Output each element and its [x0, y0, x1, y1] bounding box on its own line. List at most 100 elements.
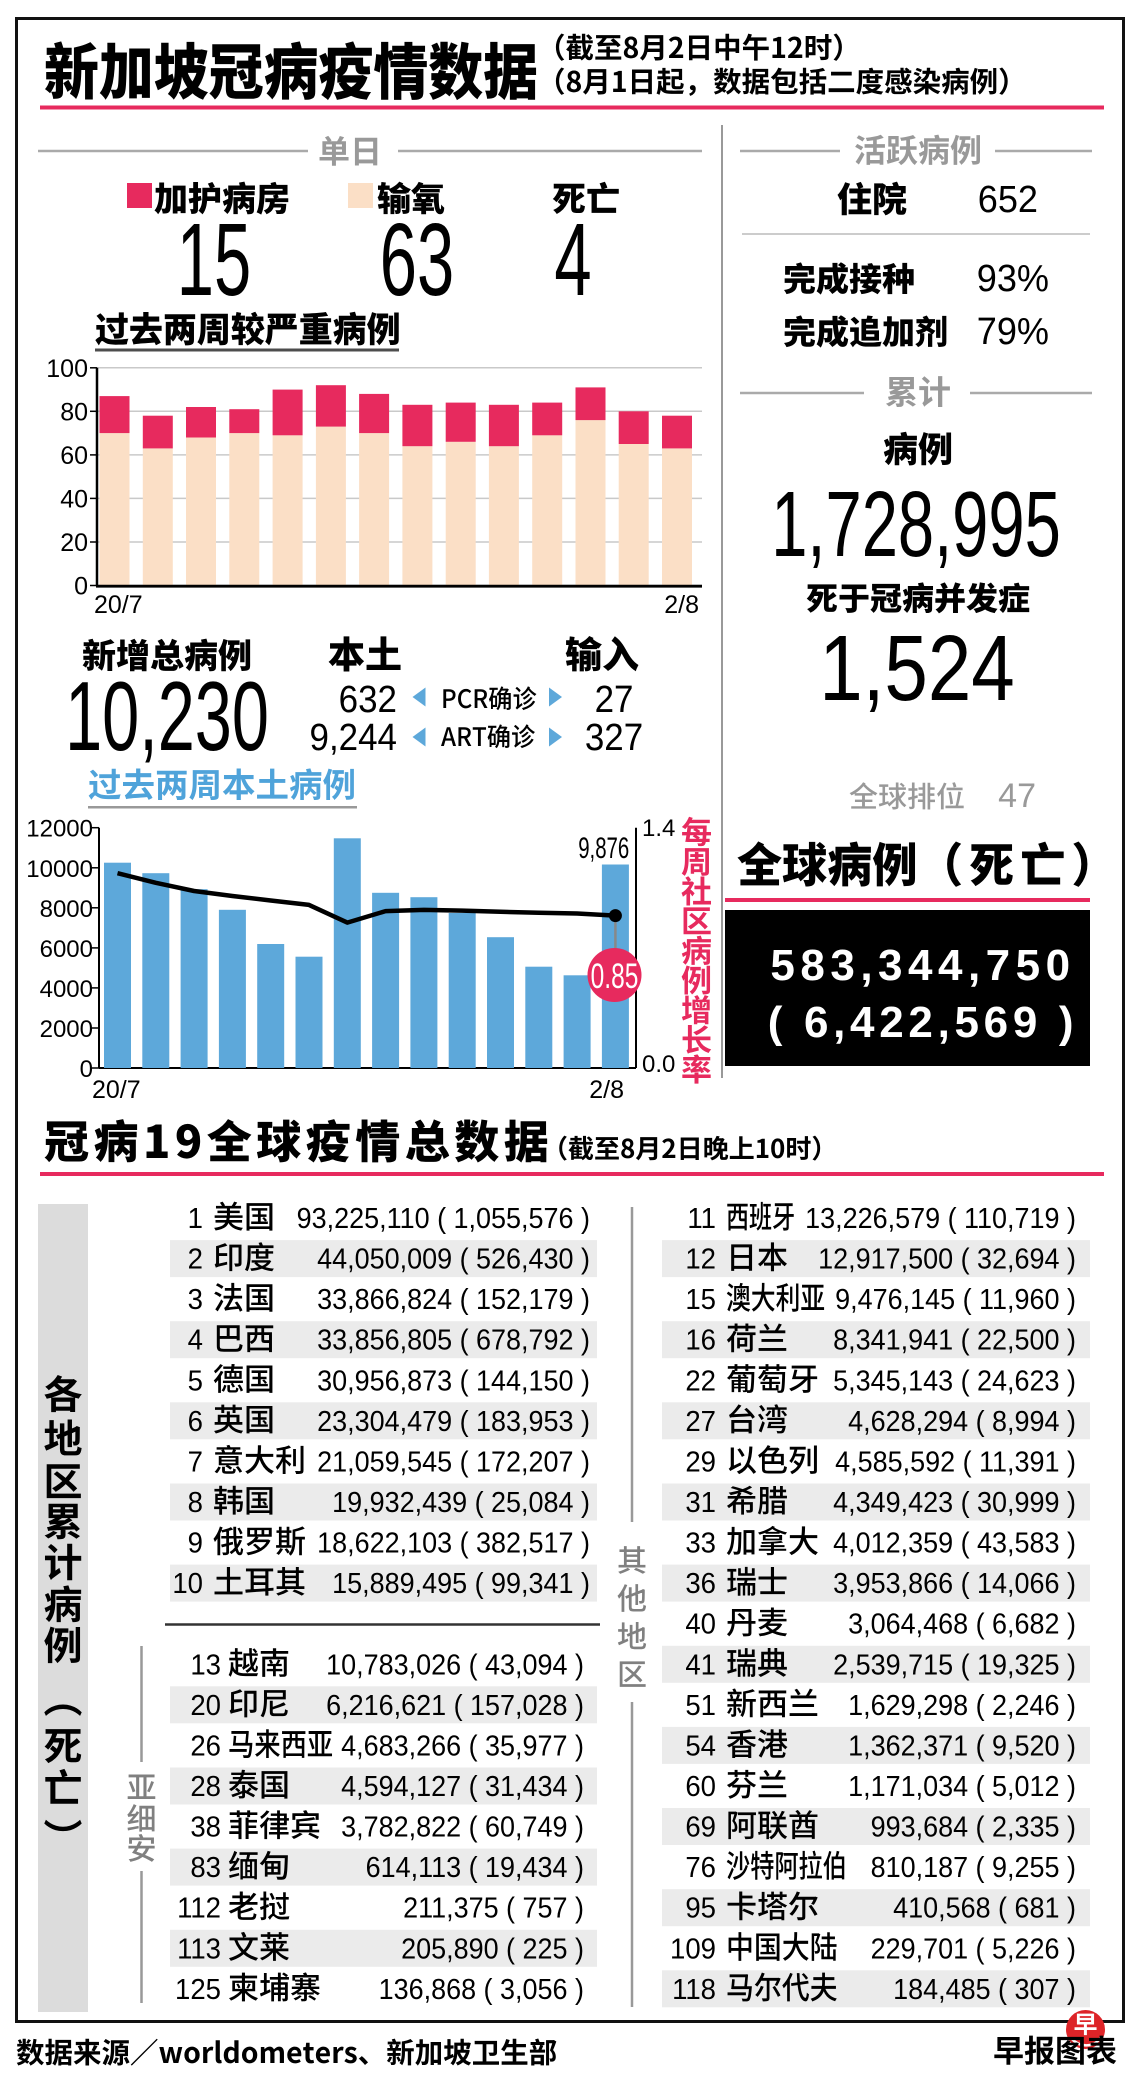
svg-text:4: 4: [554, 203, 591, 318]
svg-text:15: 15: [177, 203, 251, 318]
svg-text:19,932,439 ( 25,084 ): 19,932,439 ( 25,084 ): [332, 1486, 590, 1518]
svg-text:4,628,294 ( 8,994 ): 4,628,294 ( 8,994 ): [848, 1405, 1076, 1437]
svg-text:54: 54: [685, 1729, 716, 1762]
svg-text:9: 9: [188, 1526, 203, 1559]
svg-text:18,622,103 ( 382,517 ): 18,622,103 ( 382,517 ): [317, 1527, 590, 1559]
svg-text:0: 0: [74, 573, 88, 601]
svg-text:33: 33: [685, 1526, 716, 1559]
svg-text:0.85: 0.85: [591, 958, 639, 996]
svg-text:1,728,995: 1,728,995: [771, 473, 1061, 577]
svg-text:29: 29: [685, 1445, 716, 1478]
svg-text:27: 27: [595, 678, 634, 721]
svg-text:12: 12: [685, 1242, 716, 1275]
svg-text:184,485 ( 307 ): 184,485 ( 307 ): [893, 1973, 1076, 2005]
svg-text:33,866,824 ( 152,179 ): 33,866,824 ( 152,179 ): [317, 1283, 590, 1315]
svg-text:9,876: 9,876: [578, 832, 629, 865]
svg-text:13: 13: [190, 1648, 221, 1681]
svg-text:6000: 6000: [40, 936, 93, 963]
svg-text:1,629,298 ( 2,246 ): 1,629,298 ( 2,246 ): [848, 1689, 1076, 1721]
svg-text:44,050,009 ( 526,430 ): 44,050,009 ( 526,430 ): [317, 1243, 590, 1275]
svg-text:614,113 ( 19,434 ): 614,113 ( 19,434 ): [366, 1851, 584, 1883]
svg-text:2,539,715 ( 19,325 ): 2,539,715 ( 19,325 ): [833, 1648, 1076, 1680]
svg-text:15,889,495 ( 99,341 ): 15,889,495 ( 99,341 ): [332, 1567, 590, 1599]
svg-text:4,012,359 ( 43,583 ): 4,012,359 ( 43,583 ): [833, 1527, 1076, 1559]
svg-text:40: 40: [60, 485, 88, 513]
svg-text:6,216,621 ( 157,028 ): 6,216,621 ( 157,028 ): [326, 1689, 584, 1721]
svg-text:12,917,500 ( 32,694 ): 12,917,500 ( 32,694 ): [818, 1243, 1076, 1275]
svg-text:93%: 93%: [977, 256, 1049, 299]
svg-text:13,226,579 ( 110,719 ): 13,226,579 ( 110,719 ): [805, 1202, 1076, 1234]
svg-text:5: 5: [188, 1364, 203, 1397]
svg-text:109: 109: [670, 1932, 716, 1965]
svg-text:125: 125: [175, 1972, 221, 2005]
svg-text:1.4: 1.4: [642, 815, 675, 842]
svg-text:4,349,423 ( 30,999 ): 4,349,423 ( 30,999 ): [833, 1486, 1076, 1518]
svg-text:993,684 ( 2,335 ): 993,684 ( 2,335 ): [871, 1811, 1076, 1843]
svg-text:15: 15: [685, 1282, 716, 1315]
svg-text:93,225,110 ( 1,055,576 ): 93,225,110 ( 1,055,576 ): [297, 1202, 590, 1234]
svg-text:4000: 4000: [40, 976, 93, 1003]
svg-text:113: 113: [177, 1932, 221, 1965]
svg-text:40: 40: [685, 1607, 716, 1640]
svg-text:30,956,873 ( 144,150 ): 30,956,873 ( 144,150 ): [317, 1364, 590, 1396]
svg-text:12000: 12000: [26, 816, 93, 843]
svg-text:2/8: 2/8: [589, 1076, 624, 1104]
svg-text:205,890 ( 225 ): 205,890 ( 225 ): [401, 1932, 584, 1964]
svg-text:3: 3: [188, 1282, 203, 1315]
svg-text:83: 83: [190, 1850, 221, 1883]
svg-text:3,064,468 ( 6,682 ): 3,064,468 ( 6,682 ): [848, 1608, 1076, 1640]
svg-text:100: 100: [46, 355, 88, 383]
svg-text:10000: 10000: [26, 856, 93, 883]
svg-text:8: 8: [188, 1485, 203, 1518]
svg-text:112: 112: [177, 1891, 221, 1924]
svg-text:26: 26: [190, 1729, 221, 1762]
svg-text:2/8: 2/8: [664, 591, 699, 619]
svg-text:28: 28: [190, 1769, 221, 1802]
svg-text:63: 63: [380, 203, 454, 318]
svg-text:4,683,266 ( 35,977 ): 4,683,266 ( 35,977 ): [341, 1730, 584, 1762]
svg-text:5,345,143 ( 24,623 ): 5,345,143 ( 24,623 ): [833, 1364, 1076, 1396]
svg-text:6: 6: [188, 1404, 203, 1437]
svg-text:60: 60: [685, 1769, 716, 1802]
svg-text:76: 76: [685, 1850, 716, 1883]
svg-text:47: 47: [998, 777, 1036, 815]
svg-text:79%: 79%: [977, 309, 1049, 352]
svg-text:60: 60: [60, 442, 88, 470]
svg-text:( 6,422,569 ): ( 6,422,569 ): [768, 998, 1079, 1047]
svg-text:36: 36: [685, 1566, 716, 1599]
svg-text:51: 51: [685, 1688, 716, 1721]
svg-text:327: 327: [585, 716, 643, 759]
svg-text:80: 80: [60, 398, 88, 426]
svg-text:11: 11: [687, 1201, 716, 1234]
svg-text:4,594,127 ( 31,434 ): 4,594,127 ( 31,434 ): [341, 1770, 584, 1802]
svg-text:652: 652: [978, 177, 1038, 220]
svg-text:10,230: 10,230: [65, 661, 269, 771]
svg-text:20: 20: [60, 529, 88, 557]
svg-text:632: 632: [339, 678, 397, 721]
svg-text:2000: 2000: [40, 1016, 93, 1043]
svg-text:10,783,026 ( 43,094 ): 10,783,026 ( 43,094 ): [326, 1648, 584, 1680]
svg-text:4,585,592 ( 11,391 ): 4,585,592 ( 11,391 ): [835, 1446, 1076, 1478]
svg-text:810,187 ( 9,255 ): 810,187 ( 9,255 ): [871, 1851, 1076, 1883]
svg-text:583,344,750: 583,344,750: [770, 941, 1075, 990]
svg-text:136,868 ( 3,056 ): 136,868 ( 3,056 ): [379, 1973, 584, 2005]
svg-text:20/7: 20/7: [92, 1076, 141, 1104]
svg-text:20/7: 20/7: [94, 591, 143, 619]
svg-text:10: 10: [172, 1566, 203, 1599]
svg-text:118: 118: [672, 1972, 716, 2005]
svg-text:8,341,941 ( 22,500 ): 8,341,941 ( 22,500 ): [833, 1324, 1076, 1356]
svg-text:22: 22: [685, 1364, 716, 1397]
svg-text:1: 1: [188, 1201, 203, 1234]
svg-text:3,953,866 ( 14,066 ): 3,953,866 ( 14,066 ): [833, 1567, 1076, 1599]
svg-text:27: 27: [685, 1404, 716, 1437]
svg-text:9,476,145 ( 11,960 ): 9,476,145 ( 11,960 ): [835, 1283, 1076, 1315]
svg-text:4: 4: [188, 1323, 203, 1356]
svg-text:23,304,479 ( 183,953 ): 23,304,479 ( 183,953 ): [317, 1405, 590, 1437]
svg-text:211,375 ( 757 ): 211,375 ( 757 ): [403, 1892, 584, 1924]
svg-text:9,244: 9,244: [310, 716, 397, 759]
svg-text:1,362,371 ( 9,520 ): 1,362,371 ( 9,520 ): [848, 1730, 1076, 1762]
svg-text:0.0: 0.0: [642, 1051, 675, 1078]
svg-text:7: 7: [188, 1445, 203, 1478]
svg-text:0: 0: [80, 1056, 93, 1083]
svg-text:33,856,805 ( 678,792 ): 33,856,805 ( 678,792 ): [317, 1324, 590, 1356]
